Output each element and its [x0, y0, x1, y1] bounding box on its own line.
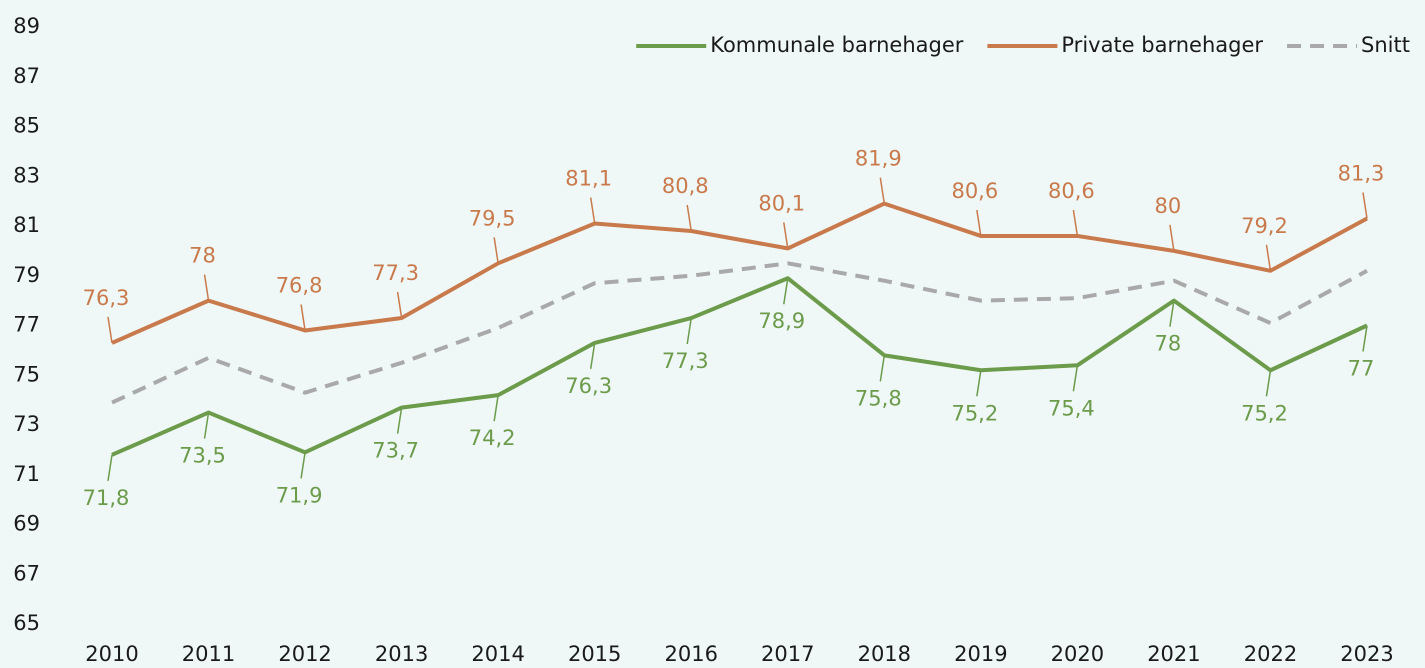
x-tick-label: 2014: [471, 642, 524, 666]
legend-label: Private barnehager: [1061, 33, 1263, 57]
legend-label: Kommunale barnehager: [710, 33, 964, 57]
x-tick-label: 2015: [568, 642, 621, 666]
x-tick-label: 2020: [1051, 642, 1104, 666]
data-label: 77: [1348, 357, 1375, 381]
y-tick-label: 89: [13, 14, 40, 38]
x-tick-label: 2021: [1147, 642, 1200, 666]
leader-line: [203, 274, 210, 301]
leader-line: [107, 454, 113, 481]
leader-line: [686, 204, 692, 232]
y-tick-label: 69: [13, 512, 40, 536]
x-tick-label: 2016: [665, 642, 718, 666]
y-tick-label: 87: [13, 64, 40, 88]
data-label: 78: [189, 244, 216, 268]
series-line: [111, 261, 1368, 405]
data-label: 81,1: [565, 167, 612, 191]
y-tick-label: 67: [13, 561, 40, 585]
data-label: 76,3: [83, 286, 130, 310]
data-label: 71,9: [276, 483, 323, 507]
leader-line: [686, 317, 692, 345]
data-label: 80,8: [662, 174, 709, 198]
leader-line: [300, 452, 306, 479]
x-tick-label: 2019: [954, 642, 1007, 666]
x-tick-label: 2017: [761, 642, 814, 666]
data-label: 75,2: [951, 401, 998, 425]
data-label: 73,7: [372, 439, 419, 463]
y-tick-label: 71: [13, 462, 40, 486]
leader-line: [976, 209, 982, 237]
leader-line: [396, 291, 403, 319]
leader-line: [976, 370, 982, 397]
data-label: 77,3: [372, 261, 419, 285]
leader-line: [879, 177, 886, 204]
leader-line: [1265, 370, 1272, 397]
leader-line: [783, 278, 789, 305]
x-tick-label: 2023: [1340, 642, 1393, 666]
data-label: 80,1: [758, 191, 805, 215]
x-tick-label: 2012: [278, 642, 331, 666]
leader-line: [300, 304, 306, 331]
leader-line: [1169, 224, 1175, 251]
leader-line: [783, 222, 789, 249]
data-label: 76,8: [276, 273, 323, 297]
data-label: 75,2: [1241, 401, 1288, 425]
data-label: 74,2: [469, 426, 516, 450]
data-label: 79,5: [469, 206, 516, 230]
y-tick-label: 85: [13, 114, 40, 138]
x-tick-label: 2013: [375, 642, 428, 666]
series-line: [111, 201, 1368, 345]
leader-line: [493, 395, 499, 422]
leader-line: [1169, 300, 1175, 327]
y-tick-label: 83: [13, 163, 40, 187]
leader-line: [1362, 325, 1368, 352]
y-tick-label: 79: [13, 263, 40, 287]
y-tick-label: 81: [13, 213, 40, 237]
data-label: 75,8: [855, 386, 902, 410]
data-label: 80,6: [951, 179, 998, 203]
data-label: 80: [1155, 194, 1182, 218]
legend-label: Snitt: [1361, 33, 1410, 57]
data-label: 77,3: [662, 349, 709, 373]
y-tick-label: 75: [13, 362, 40, 386]
y-tick-label: 77: [13, 313, 40, 337]
leader-line: [1072, 209, 1079, 237]
data-label: 80,6: [1048, 179, 1095, 203]
data-label: 73,5: [179, 444, 226, 468]
x-tick-label: 2018: [858, 642, 911, 666]
leader-line: [396, 407, 403, 434]
x-tick-label: 2011: [182, 642, 235, 666]
y-tick-label: 73: [13, 412, 40, 436]
leader-line: [1072, 365, 1079, 392]
leader-line: [493, 237, 499, 264]
leader-line: [1362, 192, 1368, 219]
x-tick-label: 2010: [85, 642, 138, 666]
leader-line: [203, 412, 210, 439]
data-label: 76,3: [565, 374, 612, 398]
leader-line: [879, 355, 886, 382]
series-line: [111, 276, 1368, 457]
data-label: 81,3: [1338, 162, 1385, 186]
data-label: 78: [1155, 332, 1182, 356]
data-label: 71,8: [83, 486, 130, 510]
leader-line: [589, 197, 596, 224]
y-tick-label: 65: [13, 611, 40, 635]
leader-line: [1265, 244, 1272, 271]
x-tick-label: 2022: [1244, 642, 1297, 666]
data-label: 78,9: [758, 309, 805, 333]
leader-line: [107, 316, 113, 344]
data-label: 79,2: [1241, 214, 1288, 238]
data-label: 81,9: [855, 147, 902, 171]
data-label: 75,4: [1048, 396, 1095, 420]
leader-line: [589, 342, 596, 370]
